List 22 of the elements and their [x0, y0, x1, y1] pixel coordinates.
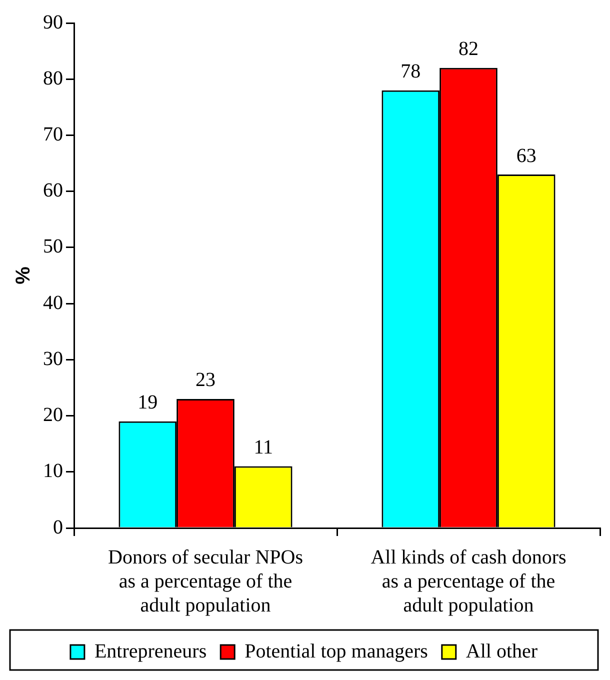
y-tick-label: 30	[43, 348, 63, 370]
data-label: 78	[400, 60, 421, 83]
y-axis-title: %	[12, 266, 35, 284]
data-label: 23	[196, 369, 216, 392]
legend-label: All other	[466, 640, 538, 662]
y-tick-label: 90	[43, 11, 63, 34]
x-tick-label: All kinds of cash donors as a percentage of the adult population	[370, 546, 566, 616]
y-tick-label: 50	[43, 236, 63, 258]
data-label: 82	[458, 38, 478, 60]
data-label: 19	[138, 392, 158, 414]
y-tick-label: 0	[53, 516, 63, 538]
y-tick-label: 40	[43, 292, 63, 314]
y-tick-label: 70	[43, 123, 63, 146]
legend-label: Entrepreneurs	[94, 640, 207, 662]
x-tick-label: Donors of secular NPOs as a percentage of the adult population	[108, 546, 304, 616]
legend-label: Potential top managers	[244, 640, 428, 662]
data-label: 63	[516, 144, 536, 167]
y-tick-label: 80	[43, 67, 63, 90]
y-tick-label: 20	[43, 404, 63, 426]
data-label: 11	[254, 436, 273, 459]
y-tick-label: 10	[43, 460, 63, 482]
y-tick-label: 60	[43, 180, 63, 202]
